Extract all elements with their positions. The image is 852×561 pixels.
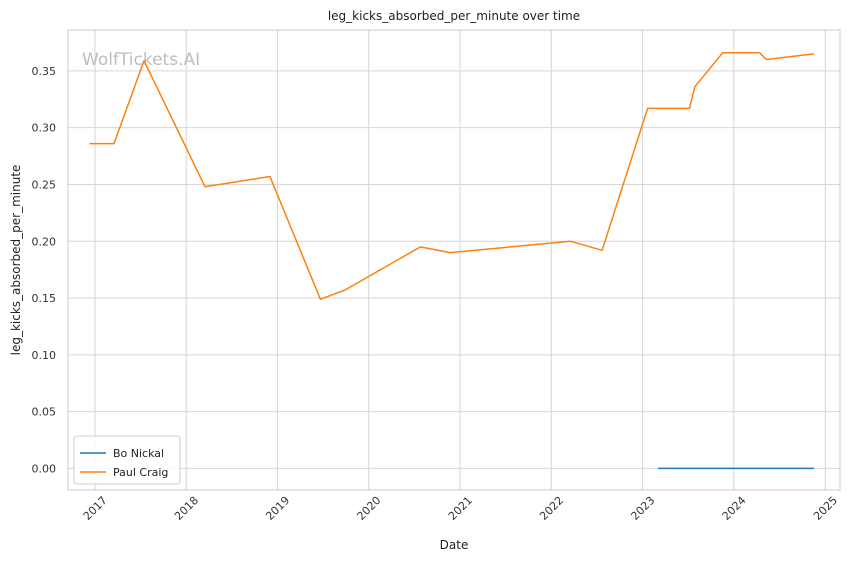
- y-tick-label: 0.05: [32, 406, 57, 419]
- x-tick-label: 2022: [537, 494, 566, 523]
- chart-title: leg_kicks_absorbed_per_minute over time: [328, 9, 580, 23]
- y-tick-label: 0.30: [32, 122, 57, 135]
- y-tick-label: 0.15: [32, 292, 57, 305]
- x-tick-label: 2021: [446, 494, 475, 523]
- x-tick-label: 2019: [263, 494, 292, 523]
- x-axis-label: Date: [440, 538, 469, 552]
- y-axis-label: leg_kicks_absorbed_per_minute: [9, 165, 23, 356]
- legend-label: Bo Nickal: [113, 447, 164, 460]
- grid-lines: [68, 30, 840, 490]
- x-axis-ticks: 2017 2018 2019 2020 2021 2022 2023 2024 2025: [81, 494, 840, 523]
- legend: Bo Nickal Paul Craig: [73, 435, 181, 485]
- y-tick-label: 0.20: [32, 235, 57, 248]
- y-tick-label: 0.10: [32, 349, 57, 362]
- plot-area: [67, 29, 841, 491]
- series-lines: [89, 51, 814, 470]
- y-tick-label: 0.25: [32, 178, 57, 191]
- x-tick-label: 2017: [81, 494, 110, 523]
- y-axis-ticks: 0.00 0.05 0.10 0.15 0.20 0.25 0.30 0.35: [32, 65, 57, 476]
- x-tick-label: 2024: [720, 494, 749, 523]
- legend-label: Paul Craig: [113, 466, 168, 479]
- series-line-1: [89, 51, 814, 300]
- x-tick-label: 2025: [811, 494, 840, 523]
- y-tick-label: 0.00: [32, 462, 57, 475]
- x-tick-label: 2023: [628, 494, 657, 523]
- x-tick-label: 2018: [172, 494, 201, 523]
- watermark: WolfTickets.AI: [82, 50, 200, 70]
- x-tick-label: 2020: [355, 494, 384, 523]
- y-tick-label: 0.35: [32, 65, 57, 78]
